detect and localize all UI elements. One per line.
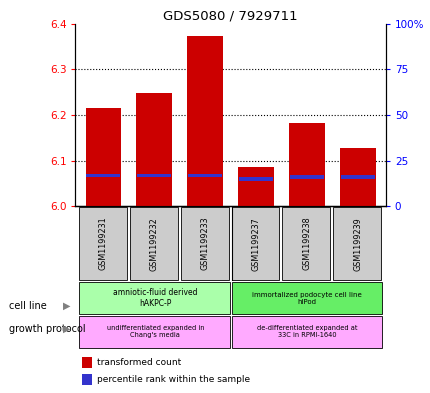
Bar bbox=[238, 167, 273, 206]
Bar bbox=[340, 176, 374, 179]
Text: de-differentiated expanded at
33C in RPMI-1640: de-differentiated expanded at 33C in RPM… bbox=[256, 325, 356, 338]
Bar bbox=[79, 316, 229, 347]
Bar bbox=[332, 207, 380, 280]
Bar bbox=[188, 174, 221, 177]
Bar bbox=[129, 207, 177, 280]
Bar bbox=[282, 207, 329, 280]
Text: amniotic-fluid derived
hAKPC-P: amniotic-fluid derived hAKPC-P bbox=[113, 288, 197, 308]
Text: GSM1199231: GSM1199231 bbox=[98, 217, 108, 270]
Bar bbox=[339, 148, 375, 206]
Text: GSM1199237: GSM1199237 bbox=[251, 217, 260, 270]
Text: ▶: ▶ bbox=[63, 301, 71, 311]
Text: cell line: cell line bbox=[9, 301, 46, 311]
Bar bbox=[289, 123, 324, 206]
Bar bbox=[289, 176, 323, 179]
Bar bbox=[81, 374, 92, 385]
Bar bbox=[137, 174, 171, 177]
Text: GSM1199232: GSM1199232 bbox=[150, 217, 158, 270]
Text: undifferentiated expanded in
Chang's media: undifferentiated expanded in Chang's med… bbox=[106, 325, 203, 338]
Bar bbox=[136, 93, 172, 206]
Bar bbox=[86, 108, 121, 206]
Text: growth protocol: growth protocol bbox=[9, 324, 85, 334]
Bar bbox=[180, 207, 228, 280]
Text: GSM1199233: GSM1199233 bbox=[200, 217, 209, 270]
Text: percentile rank within the sample: percentile rank within the sample bbox=[97, 375, 250, 384]
Bar bbox=[231, 207, 279, 280]
Text: transformed count: transformed count bbox=[97, 358, 181, 367]
Bar bbox=[231, 316, 381, 347]
Title: GDS5080 / 7929711: GDS5080 / 7929711 bbox=[163, 9, 297, 22]
Bar bbox=[79, 207, 126, 280]
Bar bbox=[86, 174, 120, 177]
Bar bbox=[81, 357, 92, 368]
Bar bbox=[187, 37, 222, 206]
Text: GSM1199238: GSM1199238 bbox=[302, 217, 310, 270]
Text: immortalized podocyte cell line
hIPod: immortalized podocyte cell line hIPod bbox=[252, 292, 361, 305]
Text: GSM1199239: GSM1199239 bbox=[353, 217, 362, 270]
Text: ▶: ▶ bbox=[63, 324, 71, 334]
Bar bbox=[79, 282, 229, 314]
Bar bbox=[231, 282, 381, 314]
Bar bbox=[239, 177, 272, 180]
